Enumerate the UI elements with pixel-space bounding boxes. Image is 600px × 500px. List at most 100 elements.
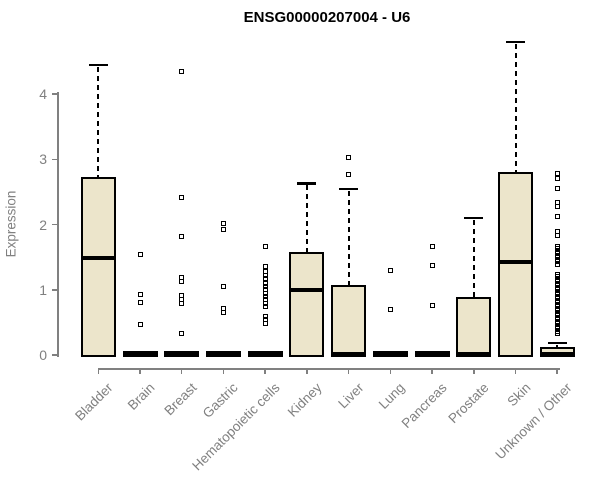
median-hematopoietic-cells <box>249 351 281 356</box>
outlier-hematopoietic-cells <box>262 244 268 250</box>
outlier-unknown-other <box>554 284 560 290</box>
outlier-unknown-other <box>554 302 560 308</box>
outlier-gastric <box>220 310 226 316</box>
outlier-unknown-other <box>554 330 560 336</box>
box-bladder <box>80 177 116 357</box>
outlier-breast <box>179 233 185 239</box>
x-axis-tick <box>556 368 558 374</box>
outlier-unknown-other <box>554 261 560 267</box>
outlier-pancreas <box>429 244 435 250</box>
outlier-hematopoietic-cells <box>262 287 268 293</box>
x-axis-tick <box>139 368 141 374</box>
outlier-unknown-other <box>554 271 560 277</box>
outlier-unknown-other <box>554 276 560 282</box>
box-skin <box>498 171 533 357</box>
whisker-kidney <box>305 185 308 253</box>
outlier-brain <box>137 300 143 306</box>
outlier-unknown-other <box>554 199 560 205</box>
y-axis-tick <box>51 289 58 291</box>
outlier-pancreas <box>429 302 435 308</box>
outlier-unknown-other <box>554 214 560 220</box>
outlier-unknown-other <box>554 175 560 181</box>
outlier-breast <box>179 195 185 201</box>
x-axis-tick <box>473 368 475 374</box>
outlier-unknown-other <box>554 300 560 306</box>
outlier-unknown-other <box>554 186 560 192</box>
median-kidney <box>291 287 323 292</box>
whisker-cap-liver <box>339 187 359 191</box>
median-prostate <box>458 351 490 356</box>
whisker-cap-prostate <box>464 216 484 220</box>
whisker-liver <box>347 190 350 286</box>
outlier-unknown-other <box>554 326 560 332</box>
outlier-pancreas <box>429 263 435 269</box>
x-axis-tick <box>180 368 183 374</box>
outlier-breast <box>179 279 185 285</box>
whisker-cap-kidney <box>297 182 317 185</box>
x-axis-tick <box>222 368 225 374</box>
y-axis-line <box>57 92 59 357</box>
outlier-hematopoietic-cells <box>262 300 268 306</box>
outlier-hematopoietic-cells <box>262 276 268 282</box>
outlier-hematopoietic-cells <box>262 290 268 296</box>
y-tick-label: 4 <box>39 86 47 102</box>
chart-title: ENSG00000207004 - U6 <box>243 9 411 26</box>
outlier-unknown-other <box>554 259 560 265</box>
box-kidney <box>289 252 325 357</box>
whisker-prostate <box>472 219 475 298</box>
outlier-unknown-other <box>554 321 560 327</box>
outlier-gastric <box>220 226 226 232</box>
x-axis-tick <box>306 368 308 374</box>
outlier-hematopoietic-cells <box>262 314 268 319</box>
x-axis-tick <box>264 368 266 374</box>
outlier-unknown-other <box>554 308 560 314</box>
outlier-breast <box>179 68 185 74</box>
outlier-unknown-other <box>554 171 560 177</box>
outlier-unknown-other <box>554 253 560 259</box>
outlier-unknown-other <box>554 297 560 303</box>
outlier-hematopoietic-cells <box>262 320 268 326</box>
outlier-unknown-other <box>554 274 560 280</box>
outlier-hematopoietic-cells <box>262 280 268 286</box>
median-breast <box>166 351 198 356</box>
x-axis-line <box>98 368 560 370</box>
outlier-unknown-other <box>554 313 560 319</box>
whisker-cap-bladder <box>88 63 108 67</box>
y-axis-tick <box>51 354 58 356</box>
outlier-lung <box>387 307 393 313</box>
x-axis-tick <box>431 368 433 374</box>
outlier-unknown-other <box>554 282 560 288</box>
outlier-unknown-other <box>554 310 560 316</box>
outlier-unknown-other <box>554 233 560 239</box>
median-lung <box>374 351 406 356</box>
y-tick-label: 0 <box>39 347 47 363</box>
median-liver <box>333 351 365 356</box>
outlier-lung <box>387 267 393 273</box>
outlier-gastric <box>220 220 226 226</box>
x-axis-tick <box>389 368 392 374</box>
outlier-breast <box>179 330 185 336</box>
outlier-unknown-other <box>554 305 560 311</box>
outlier-unknown-other <box>554 318 560 324</box>
median-pancreas <box>416 351 448 356</box>
outlier-liver <box>346 171 352 177</box>
median-unknown-other <box>541 351 573 356</box>
outlier-unknown-other <box>554 248 560 254</box>
outlier-hematopoietic-cells <box>262 272 268 278</box>
outlier-unknown-other <box>554 246 560 252</box>
outlier-hematopoietic-cells <box>262 283 268 289</box>
outlier-unknown-other <box>554 323 560 329</box>
outlier-brain <box>137 322 143 328</box>
outlier-brain <box>137 252 143 257</box>
outlier-gastric <box>220 283 226 289</box>
x-axis-tick <box>97 368 100 374</box>
outlier-unknown-other <box>554 256 560 262</box>
y-axis-tick <box>51 223 58 226</box>
whisker-cap-skin <box>506 40 525 44</box>
y-tick-label: 2 <box>39 216 47 233</box>
outlier-unknown-other <box>554 289 560 295</box>
box-liver <box>331 285 367 357</box>
outlier-hematopoietic-cells <box>262 317 268 323</box>
outlier-breast <box>179 274 185 280</box>
